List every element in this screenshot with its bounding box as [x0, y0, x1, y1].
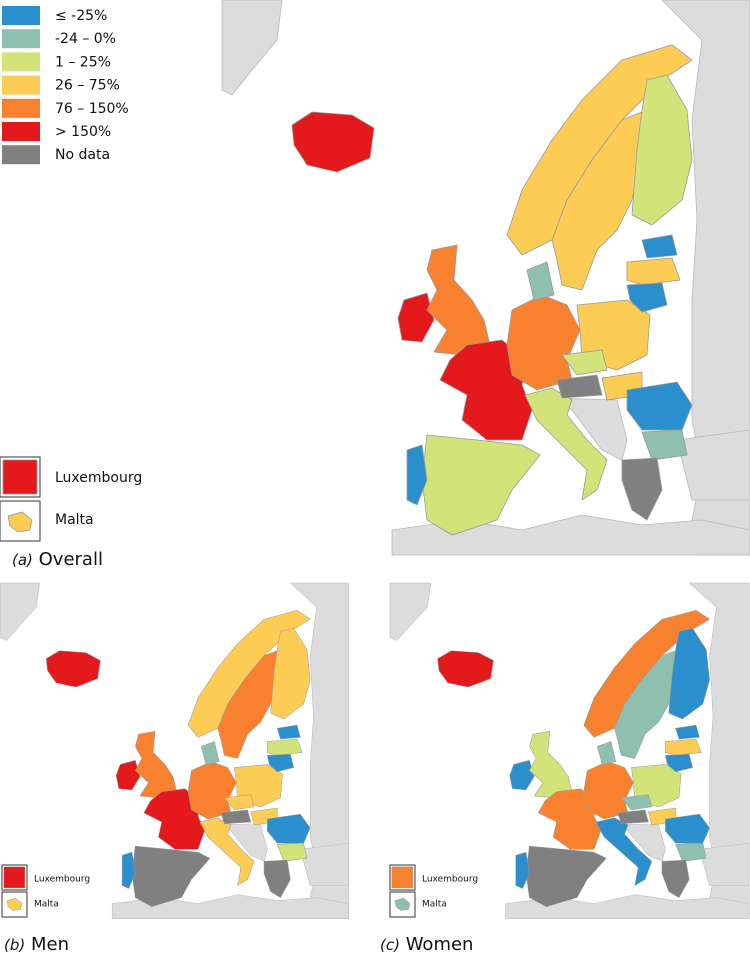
- country: [266, 738, 303, 756]
- inset-box: [389, 891, 416, 918]
- legend-label: 1 – 25%: [55, 54, 111, 70]
- legend: ≤ -25% -24 – 0% 1 – 25% 26 – 75% 76 – 150% > …: [2, 6, 129, 165]
- inset-box: [0, 456, 41, 498]
- caption: (b) Men: [4, 934, 69, 955]
- country: [665, 738, 702, 756]
- country: [187, 761, 237, 820]
- country: [583, 761, 634, 820]
- map-panel: [389, 582, 750, 920]
- inset: Luxembourg Malta: [0, 456, 142, 542]
- legend-swatch: [2, 29, 40, 49]
- panel-letter: (a): [12, 551, 33, 569]
- legend-swatch: [2, 122, 40, 141]
- panel-letter: (c): [380, 936, 400, 954]
- legend-swatch: [2, 75, 40, 95]
- panel-letter: (b): [4, 936, 25, 954]
- country: [626, 257, 681, 286]
- legend-label: 76 – 150%: [55, 101, 129, 117]
- caption: (c) Women: [380, 934, 473, 955]
- legend-swatch: [2, 6, 40, 25]
- inset-label: Malta: [422, 900, 447, 910]
- caption: (a) Overall: [12, 549, 103, 570]
- inset: Luxembourg Malta: [1, 864, 90, 918]
- country: [506, 294, 581, 391]
- luxembourg-shape: [3, 866, 26, 889]
- luxembourg-shape: [2, 459, 38, 495]
- inset-label: Luxembourg: [34, 875, 90, 885]
- inset: Luxembourg Malta: [389, 864, 478, 918]
- inset-label: Luxembourg: [422, 875, 478, 885]
- map-panel: [0, 582, 349, 920]
- inset-box: [0, 500, 41, 542]
- inset-label: Malta: [55, 512, 94, 528]
- legend-label: 26 – 75%: [55, 78, 120, 94]
- panel-caption: Overall: [39, 549, 103, 570]
- legend-label: No data: [55, 147, 110, 163]
- inset-box: [1, 891, 28, 918]
- legend-swatch: [2, 98, 40, 118]
- legend-swatch: [2, 52, 40, 72]
- legend-label: > 150%: [55, 124, 111, 140]
- inset-box: [389, 864, 416, 891]
- map-panel: [221, 0, 750, 556]
- inset-label: Malta: [34, 900, 59, 910]
- legend-label: -24 – 0%: [55, 31, 116, 47]
- panel-caption: Women: [406, 934, 474, 955]
- legend-label: ≤ -25%: [55, 8, 107, 24]
- inset-label: Luxembourg: [55, 470, 142, 486]
- panel-caption: Men: [31, 934, 69, 955]
- legend-swatch: [2, 145, 40, 165]
- malta-shape: [7, 511, 33, 533]
- luxembourg-shape: [391, 866, 414, 889]
- inset-box: [1, 864, 28, 891]
